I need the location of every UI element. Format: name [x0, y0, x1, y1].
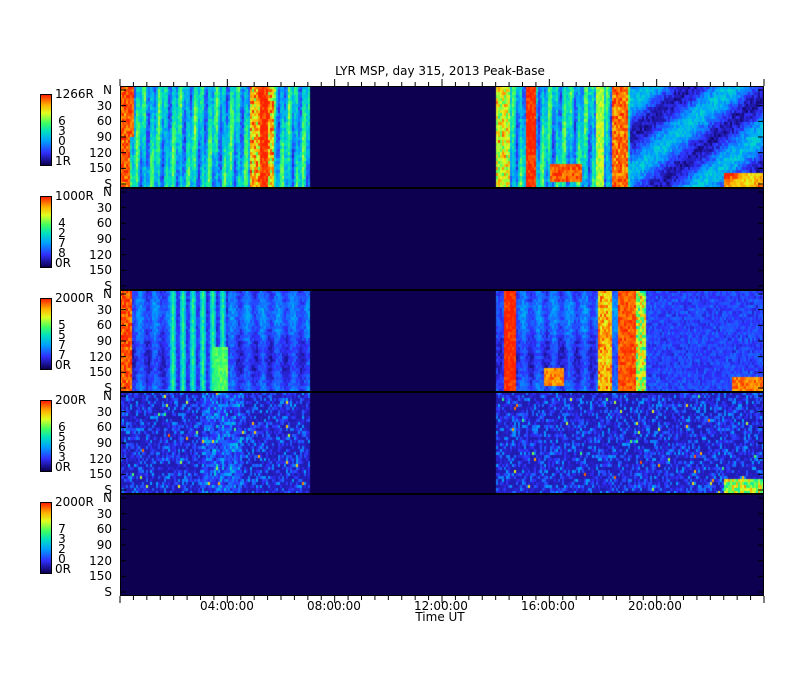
y-tick-label: 60 — [96, 420, 112, 435]
msp-panel-1 — [120, 86, 764, 188]
y-tick-label: S — [104, 585, 112, 599]
y-tick-label: 120 — [89, 349, 112, 364]
colorbar-digit: 0 — [58, 144, 66, 158]
x-tick-label: 16:00:00 — [521, 599, 575, 613]
msp-panel-3 — [120, 290, 764, 392]
y-tick-label: 30 — [96, 200, 112, 215]
y-tick-label: 120 — [89, 553, 112, 568]
colorbar-digit: 2 — [58, 226, 66, 240]
y-tick-label: 90 — [96, 538, 112, 552]
colorbar-digit: 7 — [58, 348, 66, 362]
colorbar-digit: 3 — [58, 450, 66, 464]
chart-title: LYR MSP, day 315, 2013 Peak-Base — [335, 64, 545, 78]
y-tick-label: 150 — [89, 161, 112, 176]
y-tick-label: 120 — [89, 247, 112, 262]
colorbar — [40, 400, 52, 472]
y-tick-label: S — [104, 381, 112, 395]
y-tick-label: 30 — [96, 98, 112, 113]
msp-panel-5 — [120, 494, 764, 596]
colorbar-digit: 6 — [58, 440, 66, 454]
y-tick-label: 60 — [96, 318, 112, 333]
colorbar-min-label: 0R — [55, 460, 71, 474]
colorbar-digit: 2 — [58, 542, 66, 556]
msp-panel-4 — [120, 392, 764, 494]
colorbar — [40, 502, 52, 574]
colorbar-max-label: 1000R — [55, 189, 94, 203]
y-tick-label: S — [104, 279, 112, 293]
colorbar-max-label: 1266R — [55, 87, 94, 101]
x-tick-label: 08:00:00 — [307, 599, 361, 613]
colorbar-digit: 7 — [58, 522, 66, 536]
colorbar-digit: 4 — [58, 216, 66, 230]
y-tick-label: 60 — [96, 114, 112, 129]
colorbar-digit: 7 — [58, 338, 66, 352]
y-tick-label: 90 — [96, 130, 112, 144]
colorbar-digit: 6 — [58, 114, 66, 128]
colorbar-digit: 3 — [58, 124, 66, 138]
colorbar-digit: 7 — [58, 236, 66, 250]
y-tick-label: 30 — [96, 506, 112, 521]
y-tick-label: 60 — [96, 216, 112, 231]
y-tick-label: 150 — [89, 365, 112, 380]
colorbar — [40, 298, 52, 370]
y-tick-label: 120 — [89, 451, 112, 466]
y-tick-label: N — [103, 185, 112, 199]
msp-heatmap — [120, 188, 764, 290]
colorbar-min-label: 0R — [55, 256, 71, 270]
y-tick-label: S — [104, 177, 112, 191]
colorbar-min-label: 1R — [55, 154, 71, 168]
y-tick-label: 120 — [89, 145, 112, 160]
y-tick-label: N — [103, 287, 112, 301]
y-tick-label: S — [104, 483, 112, 497]
y-tick-label: 60 — [96, 522, 112, 537]
colorbar-digit: 6 — [58, 420, 66, 434]
x-tick-label: 12:00:00 — [414, 599, 468, 613]
colorbar-min-label: 0R — [55, 562, 71, 576]
colorbar — [40, 94, 52, 166]
y-tick-label: 90 — [96, 232, 112, 246]
y-tick-label: N — [103, 491, 112, 505]
colorbar — [40, 196, 52, 268]
colorbar-digit: 8 — [58, 246, 66, 260]
colorbar-max-label: 200R — [55, 393, 87, 407]
msp-panel-2 — [120, 188, 764, 290]
x-tick-label: 04:00:00 — [200, 599, 254, 613]
colorbar-digit: 5 — [58, 318, 66, 332]
colorbar-digit: 0 — [58, 552, 66, 566]
y-tick-label: 150 — [89, 263, 112, 278]
colorbar-min-label: 0R — [55, 358, 71, 372]
colorbar-max-label: 2000R — [55, 495, 94, 509]
y-tick-label: 30 — [96, 302, 112, 317]
colorbar-max-label: 2000R — [55, 291, 94, 305]
y-tick-label: 90 — [96, 436, 112, 450]
colorbar-digit: 3 — [58, 532, 66, 546]
x-tick-label: 20:00:00 — [628, 599, 682, 613]
y-tick-label: N — [103, 83, 112, 97]
colorbar-digit: 0 — [58, 134, 66, 148]
y-tick-label: 150 — [89, 569, 112, 584]
y-tick-label: 90 — [96, 334, 112, 348]
y-tick-label: 30 — [96, 404, 112, 419]
msp-heatmap — [120, 290, 764, 392]
colorbar-digit: 5 — [58, 328, 66, 342]
y-tick-label: 150 — [89, 467, 112, 482]
msp-heatmap — [120, 392, 764, 494]
x-axis-label: Time UT — [415, 610, 465, 624]
msp-heatmap — [120, 494, 764, 596]
colorbar-digit: 5 — [58, 430, 66, 444]
y-tick-label: N — [103, 389, 112, 403]
msp-heatmap — [120, 86, 764, 188]
